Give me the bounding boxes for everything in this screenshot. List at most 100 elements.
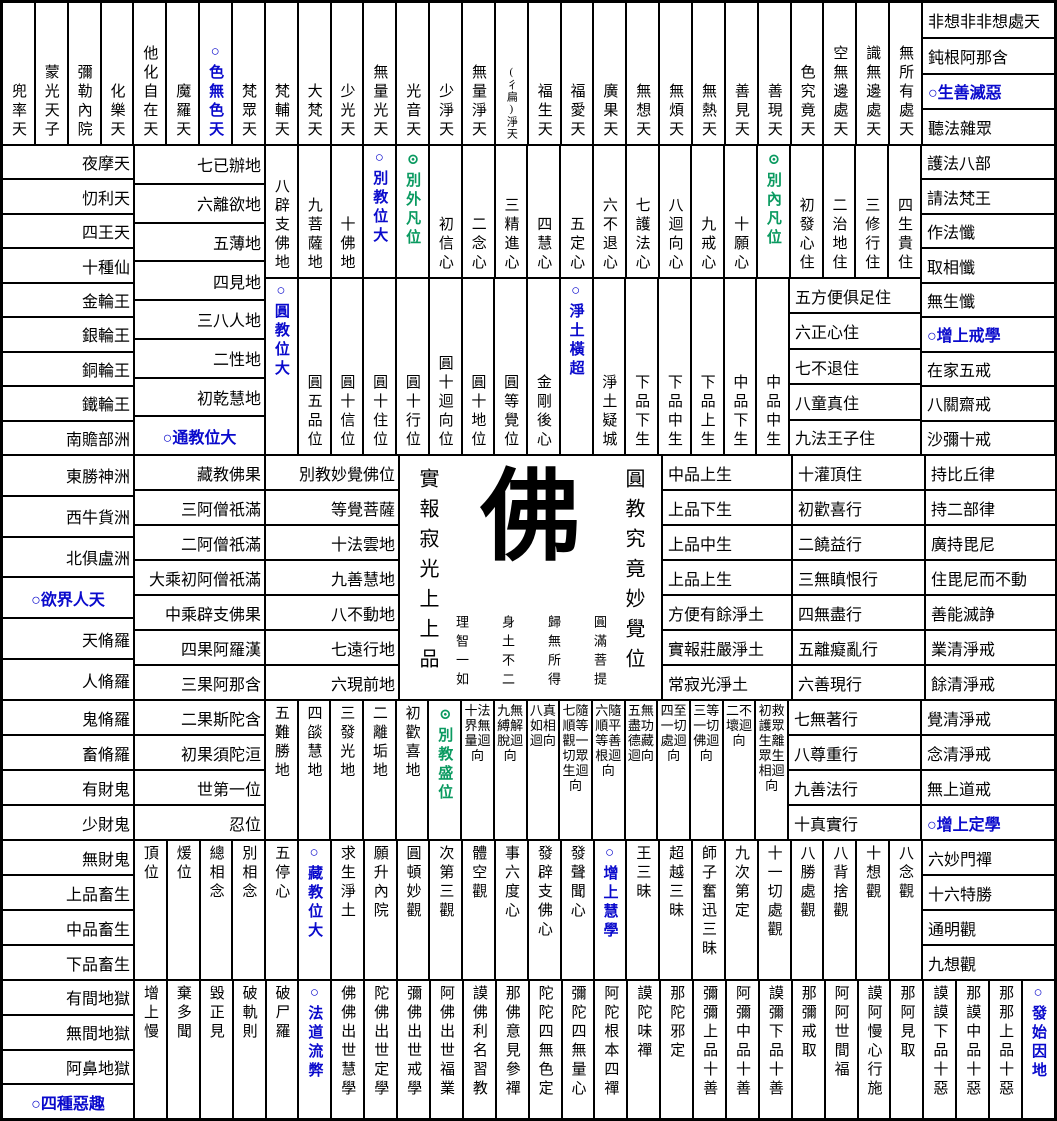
cause-column-cell: 謨彌下品十善 [758,980,792,1119]
stage-label-cell: 初乾慧地 [134,377,265,417]
fruit-label-cell: 忍位 [134,805,265,840]
abode-row-cell: 六正心住 [789,313,921,349]
stage-column-cell: 三精進心 [494,145,528,278]
band4-single-columns: 五難勝地 四燄慧地 三發光地 二離垢地 初歡喜地 ⊙別教盛位 [265,700,462,840]
realm-label-cell: 南贍部洲 [2,420,134,455]
heaven-column-cell: 福生天 [527,2,561,145]
note-row-cell: 非想非非想處天 [922,2,1055,38]
stage-column-cell: 五定心 [560,145,593,278]
stage-column-cell: 六不退心 [592,145,626,278]
heaven-column-cell: 善現天 [757,2,791,145]
realm-label-cell: 忉利天 [2,179,134,214]
band-dedications: 鬼脩羅 畜脩羅 有財鬼 少財鬼 二果斯陀含 初果須陀洹 世第一位 忍位 五難勝地 四燄慧地 三發… [2,700,1055,840]
stage-label-cell: 七已辦地 [134,145,265,184]
fruit-label-cell: 世第一位 [134,770,265,805]
stage-column-cell: 二念心 [461,145,495,278]
abode-row-cell: 七不退住 [789,348,921,385]
stage-column-cell: 淨土疑城 [592,278,626,455]
stage-column-cell: 九菩薩地 [297,145,331,278]
cause-column-cell: 彌彌上品十善 [693,980,727,1119]
band5-left-labels: 無財鬼 上品畜生 中品畜生 下品畜生 [2,840,134,980]
band-upper-stages: 夜摩天 忉利天 四王天 十種仙 金輪王 銀輪王 銅輪王 鐵輪王 南贍部洲 七已辦地 六離欲地 五薄地… [2,145,1055,456]
meditation-row-cell: 六妙門禪 [922,840,1055,875]
heaven-column-cell: 善見天 [724,2,758,145]
motto-text: 身土不二 [500,615,515,691]
cause-column-cell: 陀佛出世定學 [364,980,398,1119]
cause-column-cell: 彌陀四無量心 [561,980,595,1119]
cause-column-cell: 陀陀四無色定 [528,980,562,1119]
precept-row-cell: 無上道戒 [921,770,1055,805]
stage-column-cell: 五難勝地 [265,700,298,840]
heaven-column-cell: 無所有處天 [889,2,923,145]
rebirth-row-cell: 中品上生 [662,455,792,490]
band3-right-rows: 持比丘律 持二部律 廣持毘尼 住毘尼而不動 善能滅諍 業清淨戒 餘清淨戒 [925,455,1057,700]
band3-fruit-labels: 藏教佛果 三阿僧祇滿 二阿僧祇滿 大乘初阿僧祇滿 中乘辟支佛果 四果阿羅漢 三果阿那含 [134,455,265,700]
heaven-column-cell: 福愛天 [560,2,594,145]
precept-row-cell: 持比丘律 [925,455,1057,490]
stage-label-cell: 五薄地 [134,222,265,262]
rebirth-row-cell: 上品中生 [662,525,792,560]
ground-label-cell: 七遠行地 [265,630,399,665]
practice-row-cell: 七無著行 [788,700,921,735]
precept-row-cell: 覺清淨戒 [921,700,1055,735]
stage-column-cell: 圓等覺位 [494,278,527,455]
precept-row-cell: 餘清淨戒 [925,665,1057,700]
band2-bottom-columns: ○圓教位大 圓五品位 圓十信位 圓十住位 圓十行位 圓十迴向位 圓十地位 圓等覺位 金剛後心 ○淨… [265,278,789,455]
precept-row-cell: 無生懺 [921,282,1055,318]
practice-column-cell: ○增上慧學 [593,840,627,980]
stage-column-cell: 金剛後心 [527,278,560,455]
heaven-column-cell: 魔羅天 [166,2,200,145]
dedication-column-cell: 九無縛解脫迴向 [493,700,527,840]
note-row-cell: 鈍根阿那含 [922,37,1055,74]
band6-left-labels: 有間地獄 無間地獄 阿鼻地獄 ○四種惡趣 [2,980,134,1119]
practice-row-cell: 二饒益行 [792,525,925,560]
practice-row-cell: 四無盡行 [792,595,925,630]
abode-row-cell: 八童真住 [789,384,921,420]
practice-column-cell: 事六度心 [495,840,528,980]
realm-label-cell: 無財鬼 [2,840,134,875]
meditation-row-cell: 九想觀 [922,945,1055,980]
band3-ground-labels: 別教妙覺佛位 等覺菩薩 十法雲地 九善慧地 八不動地 七遠行地 六現前地 [265,455,399,700]
band2-top-columns: 八辟支佛地 九菩薩地 十佛地 ○別教位大 ⊙別外凡位 初信心 二念心 三精進心 四慧心 五定心 六不… [265,145,921,278]
realm-label-cell: 銀輪王 [2,317,134,352]
stage-column-cell: ⊙別外凡位 [396,145,429,278]
stage-label-cell: 二性地 [134,338,265,378]
cause-column-cell: 那彌戒取 [791,980,825,1119]
practice-row-cell: 十真實行 [788,805,921,840]
note-row-cell: 聽法雜眾 [922,109,1055,145]
fruit-label-cell: 藏教佛果 [134,455,265,490]
practice-column-cell: 體空觀 [462,840,496,980]
stage-column-cell: 四燄慧地 [297,700,331,840]
realm-label-cell: 有財鬼 [2,770,134,805]
dedication-column-cell: 三等一切佛迴向 [689,700,723,840]
heaven-column-cell: 無熱天 [692,2,725,145]
band2-bottom-right-rows: 五方便俱足住 六正心住 七不退住 八童真住 九法王子住 [789,278,921,456]
practice-row-cell: 五離癡亂行 [792,630,925,665]
buddha-center-cell: 實報寂光上上品 佛 圓教究竟妙覺位 理智一如 身土不二 歸無所得 圓滿菩提 [399,455,662,700]
precept-row-cell: 念清淨戒 [921,735,1055,770]
fruit-label-cell: 四果阿羅漢 [134,630,265,665]
realm-label-cell: 阿鼻地獄 [2,1049,134,1085]
note-row-cell: ○生善滅惡 [922,73,1055,110]
fruit-label-cell: 大乘初阿僧祇滿 [134,560,265,595]
stage-label-cell: 三八人地 [134,300,265,339]
stage-column-cell: 下品下生 [625,278,658,455]
rebirth-row-cell: 方便有餘淨土 [662,595,792,630]
practice-row-cell: 六善現行 [792,665,925,700]
stage-column-cell: 圓十迴向位 [428,278,462,455]
cause-column-cell: 棄多聞 [166,980,200,1119]
band3-rebirth-rows: 中品上生 上品下生 上品中生 上品上生 方便有餘淨土 實報莊嚴淨土 常寂光淨土 [662,455,792,700]
cause-column-cell: 阿彌中品十善 [726,980,759,1119]
cause-column-cell: 彌佛出世戒學 [397,980,431,1119]
rebirth-row-cell: 上品上生 [662,560,792,595]
stage-column-cell: 八辟支佛地 [265,145,298,278]
precept-row-cell: 善能滅諍 [925,595,1057,630]
band2-right-rows: 護法八部 請法梵王 作法懺 取相懺 無生懺 ○增上戒學 在家五戒 八關齋戒 沙彌十戒 [921,145,1055,455]
cause-column-cell: 阿佛出世福業 [430,980,463,1119]
stage-column-cell: 三修行住 [855,145,889,278]
band2-middle: 八辟支佛地 九菩薩地 十佛地 ○別教位大 ⊙別外凡位 初信心 二念心 三精進心 四慧心 五定心 六不… [265,145,921,456]
cause-column-cell: 那那上品十惡 [989,980,1023,1119]
cause-column-cell: 謨謨下品十惡 [923,980,957,1119]
stage-column-cell: 四生貴住 [888,145,921,278]
